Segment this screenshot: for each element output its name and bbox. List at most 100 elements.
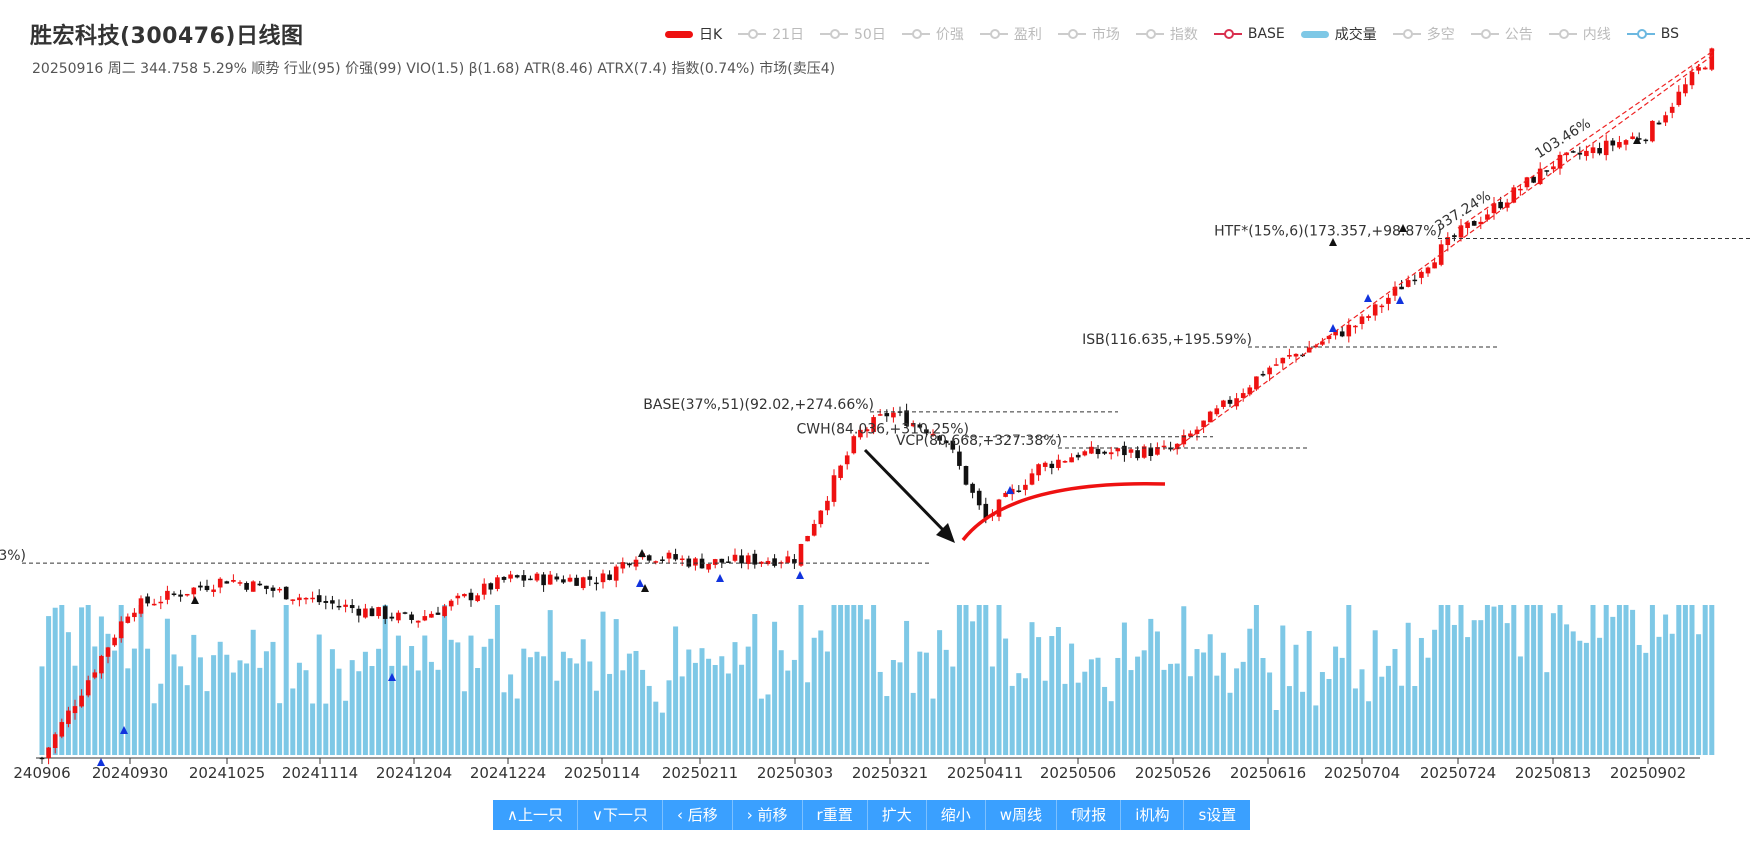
candle-body [1082, 451, 1088, 456]
volume-bar [970, 621, 976, 755]
volume-bar [329, 649, 335, 755]
level-label: ISB(116.635,+195.59%) [1082, 332, 1252, 348]
candle-body [600, 573, 606, 583]
candle-body [1630, 136, 1635, 139]
volume-bar [679, 676, 685, 755]
volume-bar [1451, 624, 1457, 755]
candle-body [1471, 221, 1477, 226]
volume-bar [290, 688, 296, 755]
candle-body [693, 558, 698, 566]
candle-body [653, 561, 659, 563]
candle-body [904, 410, 909, 426]
candle-body [297, 597, 302, 601]
volume-bar [831, 605, 837, 755]
volume-bar [1564, 624, 1570, 755]
toolbar-button-2[interactable]: ‹ 后移 [662, 800, 733, 830]
toolbar-button-0[interactable]: ∧上一只 [493, 800, 578, 830]
volume-bar [65, 632, 71, 755]
toolbar-button-3[interactable]: › 前移 [732, 800, 803, 830]
candle-body [1240, 393, 1246, 399]
x-tick-label: 20250526 [1135, 764, 1211, 782]
candle-body [1254, 376, 1259, 390]
volume-bar [1326, 678, 1332, 755]
legend-item-6[interactable]: 指数 [1135, 24, 1198, 44]
candle-body [871, 417, 876, 432]
legend-item-2[interactable]: 50日 [820, 24, 886, 44]
candle-body [580, 577, 586, 589]
toolbar-button-6[interactable]: 缩小 [926, 800, 986, 830]
volume-bar [310, 703, 316, 755]
candle-body [369, 608, 375, 617]
candle-body [825, 500, 830, 511]
legend-symbol-icon [901, 28, 930, 40]
volume-bar [1616, 605, 1622, 755]
toolbar-button-8[interactable]: f财报 [1057, 800, 1122, 830]
volume-bar [39, 666, 45, 755]
candle-body [468, 592, 474, 601]
volume-bar [1610, 616, 1616, 755]
toolbar-button-4[interactable]: r重置 [802, 800, 868, 830]
volume-bar [1465, 637, 1471, 755]
x-tick-label: 20250211 [662, 764, 738, 782]
candle-body [1016, 490, 1022, 492]
volume-bar [125, 668, 131, 755]
volume-bar [1181, 606, 1187, 755]
volume-bar [1306, 630, 1312, 755]
candle-body [1214, 408, 1220, 415]
candle-body [488, 583, 494, 590]
candle-body [1537, 168, 1543, 185]
volume-bar [1148, 618, 1154, 755]
volume-bar [257, 667, 263, 755]
toolbar-button-10[interactable]: s设置 [1184, 800, 1251, 830]
candlestick-chart[interactable]: 240906 20240930 20241025 20241114 20241204 20… [0, 0, 1753, 790]
candle-body [1141, 446, 1147, 458]
volume-bar [237, 660, 243, 755]
volume-bar [1075, 682, 1081, 755]
candle-body [719, 558, 725, 563]
volume-bar [600, 611, 606, 755]
legend-item-12[interactable]: BS [1626, 24, 1679, 44]
volume-bar [1022, 678, 1028, 755]
legend-item-4[interactable]: 盈利 [979, 24, 1042, 44]
x-tick-label: 20250303 [757, 764, 833, 782]
volume-bar [1544, 672, 1550, 755]
volume-bar [1669, 633, 1675, 755]
legend-item-11[interactable]: 内线 [1548, 24, 1611, 44]
legend-item-3[interactable]: 价强 [901, 24, 964, 44]
volume-bar [1689, 605, 1695, 755]
toolbar-button-5[interactable]: 扩大 [867, 800, 927, 830]
toolbar-button-9[interactable]: i机构 [1121, 800, 1185, 830]
volume-bar [1062, 683, 1068, 755]
annotation-arrow-line [863, 448, 950, 537]
candle-body [1247, 387, 1253, 395]
legend-item-9[interactable]: 多空 [1392, 24, 1455, 44]
legend-item-7[interactable]: BASE [1213, 24, 1285, 44]
volume-bar [1590, 605, 1596, 755]
candle-body [184, 593, 190, 596]
legend-item-8[interactable]: 成交量 [1300, 24, 1377, 44]
volume-bar [118, 605, 124, 755]
legend-symbol-icon [1392, 28, 1421, 40]
volume-bar [475, 668, 481, 755]
toolbar-button-1[interactable]: ∨下一只 [577, 800, 663, 830]
volume-bar [270, 641, 276, 755]
toolbar-button-7[interactable]: w周线 [985, 800, 1058, 830]
legend-item-10[interactable]: 公告 [1470, 24, 1533, 44]
volume-bar [640, 669, 646, 755]
volume-bar [626, 653, 632, 755]
legend-item-5[interactable]: 市场 [1057, 24, 1120, 44]
candle-body [1174, 443, 1180, 450]
x-tick-label: 20241224 [470, 764, 546, 782]
candle-body [752, 553, 758, 565]
candle-body [46, 747, 51, 759]
candle-body [1359, 316, 1365, 324]
legend-item-0[interactable]: 日K [665, 24, 722, 44]
x-tick-label: 20250506 [1040, 764, 1116, 782]
legend-item-1[interactable]: 21日 [738, 24, 804, 44]
candle-body [1333, 330, 1338, 336]
candle-body [1221, 400, 1226, 407]
candle-body [1326, 335, 1332, 340]
volume-bar [1491, 606, 1497, 755]
candle-body [1597, 148, 1602, 154]
candle-body [112, 637, 117, 646]
